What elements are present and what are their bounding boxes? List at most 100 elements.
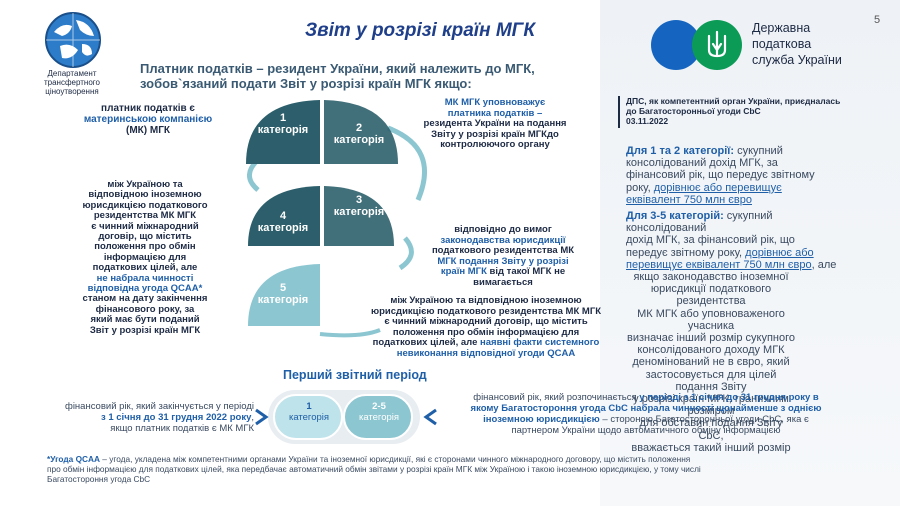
cat4-line: інформацією для xyxy=(103,251,187,263)
cat5-line: невиконання відповідної угоди QCAA xyxy=(396,347,576,359)
threshold-head: Для 3-5 категорій: xyxy=(626,210,724,222)
chevron-left-icon xyxy=(423,408,437,426)
cat5-line: положення про обмін інформацією для xyxy=(392,326,580,338)
page-title: Звіт у розрізі країн МГК xyxy=(304,20,536,41)
cat4-line: не набрала чинності xyxy=(96,272,194,284)
cat5-line-part: наявні факти системного xyxy=(480,337,600,348)
category-3-shape xyxy=(324,186,394,246)
chevron-right-icon xyxy=(255,408,269,426)
pill-1-number: 1 xyxy=(306,401,312,412)
cat1-line: материнською компанією xyxy=(83,114,213,125)
cat2-line: Звіту у розрізі країн МГКдо xyxy=(431,128,559,140)
category-5-description: між Україною та відповідною іноземною юр… xyxy=(346,295,626,359)
period-right-line: іноземною юрисдикцією – стороною Багатос… xyxy=(444,414,848,425)
cat5-line: податкових цілей, але наявні факти систе… xyxy=(346,337,626,349)
connector-arc xyxy=(387,125,427,201)
period-left-part: з 1 січня до 31 грудня 2022 року xyxy=(100,412,252,424)
threshold-line: у розрізі країн МГК, граничним розміром xyxy=(633,393,789,418)
cat2-line: МК МГК уповноважує xyxy=(444,97,546,108)
cat3-line-part: країн МГК xyxy=(440,266,487,277)
first-period-left-text: фінансовий рік, який закінчується у пері… xyxy=(36,401,254,435)
threshold-line: фінансовий рік, що передує звітному xyxy=(626,169,815,182)
tax-service-line-2: податкова xyxy=(752,37,812,51)
cat4-line: відповідна угода QCAA* xyxy=(87,283,203,295)
tax-service-line-3: служба України xyxy=(752,53,842,67)
cat4-line: договір, що містить xyxy=(98,231,192,243)
category-3-number: 3 xyxy=(355,194,363,206)
category-1-shape xyxy=(246,100,320,164)
category-2-label: 2 категорія xyxy=(326,122,392,146)
dept-line-2: трансфертного xyxy=(43,78,100,87)
threshold-part: сукупний xyxy=(723,210,773,222)
threshold-part: сукупний xyxy=(734,145,783,157)
category-4-description: між Україною та відповідною іноземною юр… xyxy=(60,179,230,336)
footnote-line: *Угода QCAA – угода, укладена між компет… xyxy=(47,454,867,464)
cat4-line: який має бути поданий xyxy=(90,314,200,326)
subtitle: Платник податків – резидент України, яки… xyxy=(140,61,535,91)
category-2-description: МК МГК уповноважує платника податків – р… xyxy=(420,97,570,151)
threshold-line: вважається такий інший розмір xyxy=(631,441,791,454)
threshold-line: еквівалент 750 млн євро xyxy=(626,193,752,206)
period-right-line: фінансовий рік, який розпочинається у пе… xyxy=(444,392,848,403)
cat3-line: вимагається xyxy=(473,276,533,288)
first-period-pill-2 xyxy=(343,394,413,440)
cat5-line: юрисдикцією податкового резидентства МК … xyxy=(371,305,601,317)
pill-2-number: 2-5 xyxy=(372,401,386,412)
threshold-line: консолідований дохід МГК, за xyxy=(626,157,778,170)
threshold-line: Для 1 та 2 категорії: сукупний xyxy=(626,145,886,157)
department-logo xyxy=(40,10,105,70)
threshold-line: для обставин подання Звіту CbC, xyxy=(639,417,783,442)
category-5-text: категорія xyxy=(257,294,309,306)
footnote: *Угода QCAA – угода, укладена між компет… xyxy=(47,454,867,484)
period-right-line: якому Багатостороння угода CbC набрала ч… xyxy=(470,403,822,414)
cat4-line: є чинний міжнародний xyxy=(91,220,199,232)
dps-note-line: 03.11.2022 xyxy=(626,116,669,126)
category-3-label: 3 категорія xyxy=(326,194,392,218)
cat4-line: резидентства МК МГК xyxy=(93,210,197,222)
cat2-line: платника податків – xyxy=(447,107,543,119)
globe-icon xyxy=(45,12,101,68)
tax-service-line-1: Державна xyxy=(752,21,811,35)
category-4-text: категорія xyxy=(257,222,309,234)
first-period-title: Перший звітний період xyxy=(283,368,427,382)
threshold-part: дорівнює або перевищує xyxy=(653,181,782,194)
footnote-part: – угода, укладена між компетентними орга… xyxy=(100,454,691,464)
cat4-line: фінансового року, за xyxy=(95,303,195,315)
cat2-line: резидента України на подання xyxy=(423,118,567,129)
period-left-line: фінансовий рік, який закінчується у пері… xyxy=(65,401,254,412)
category-1-label: 1 категорія xyxy=(250,112,316,136)
dps-note-line: до Багатосторонньої угоди CbC xyxy=(626,106,761,116)
cat3-line: МГК подання Звіту у розрізі xyxy=(437,255,569,267)
page-number: 5 xyxy=(874,14,881,26)
period-left-part: , xyxy=(251,412,254,424)
threshold-line: деномінований не в євро, який xyxy=(632,356,790,369)
cat1-line: (МК) МГК xyxy=(126,125,170,136)
cat4-line: податкових цілей, але xyxy=(92,262,198,274)
footnote-line: Багатостороння угода CbC xyxy=(47,474,151,484)
dept-line-3: ціноутворення xyxy=(45,87,99,96)
cat3-line: податкового резидентства МК xyxy=(431,245,575,256)
cat4-line: Звіт у розрізі країн МГК xyxy=(89,324,201,336)
category-1-description: платник податків є материнською компаніє… xyxy=(78,103,218,136)
category-1-number: 1 xyxy=(279,112,287,124)
category-4-shape xyxy=(248,186,320,246)
cat4-line: між Україною та xyxy=(107,179,183,190)
subtitle-line-2: зобов`язаний подати Звіт у розрізі країн… xyxy=(140,76,472,91)
period-right-part: іноземною юрисдикцією xyxy=(483,414,600,425)
cat5-line: є чинний міжнародний договір, що містить xyxy=(384,316,588,327)
first-period-pill-2-label: 2-5 категорія xyxy=(346,401,412,423)
threshold-part: передує звітному року, xyxy=(626,246,746,259)
pill-2-text: категорія xyxy=(358,412,400,423)
dps-note-line: ДПС, як компетентний орган України, приє… xyxy=(626,96,841,106)
subtitle-line-1: Платник податків – резидент України, яки… xyxy=(140,61,535,76)
first-period-right-text: фінансовий рік, який розпочинається у пе… xyxy=(444,392,848,436)
cat2-line: контролюючого органу xyxy=(440,139,550,150)
category-3-text: категорія xyxy=(333,206,385,218)
threshold-line: Для 3-5 категорій: сукупний xyxy=(626,210,891,222)
tax-service-name: Державна податкова служба України xyxy=(752,20,842,68)
cat5-line: між Україною та відповідною іноземною xyxy=(390,295,582,306)
period-right-part: – стороною Багатосторонньої угоди CbC, я… xyxy=(599,414,809,425)
connector-arc xyxy=(398,236,414,271)
cat3-line-part: від такої МГК не xyxy=(486,266,566,277)
